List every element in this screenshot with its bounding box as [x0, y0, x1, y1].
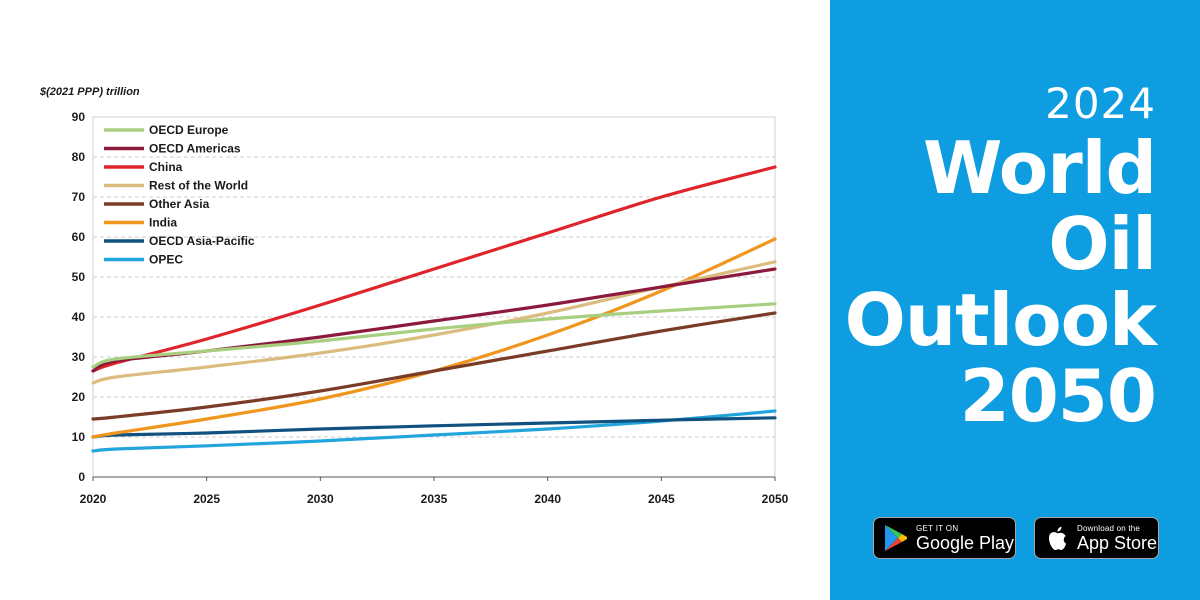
promo-year: 2024	[1045, 79, 1156, 128]
y-tick-label: 90	[72, 110, 86, 124]
chart-area: $(2021 PPP) trillion 0 10 20 30 40 50 60 70 80 90…	[39, 86, 789, 506]
x-tick-label: 2045	[648, 492, 675, 506]
legend-label-oecd-asia-pacific: OECD Asia-Pacific	[149, 234, 255, 248]
series-line-india	[91, 237, 777, 439]
x-tick-label: 2050	[762, 492, 789, 506]
x-tick-label: 2025	[193, 492, 220, 506]
promo-title-line3: Outlook	[844, 278, 1157, 362]
y-tick-label: 60	[72, 230, 86, 244]
series-lines	[91, 165, 777, 453]
y-tick-label: 70	[72, 190, 86, 204]
legend-label-rest-of-the-world: Rest of the World	[149, 179, 248, 193]
apple-icon	[1049, 526, 1066, 550]
x-tick-label: 2020	[80, 492, 107, 506]
app-store-small-text: Download on the	[1077, 523, 1141, 533]
x-tick-label: 2035	[421, 492, 448, 506]
legend-label-india: India	[149, 216, 177, 230]
promo-title-line4: 2050	[959, 354, 1157, 438]
series-line-oecd-americas	[91, 267, 777, 373]
y-tick-label: 30	[72, 350, 86, 364]
y-unit-label: $(2021 PPP) trillion	[39, 86, 140, 98]
legend-label-oecd-americas: OECD Americas	[149, 142, 241, 156]
google-play-icon	[885, 525, 907, 551]
google-play-big-text: Google Play	[916, 532, 1015, 553]
legend-label-oecd-europe: OECD Europe	[149, 123, 229, 137]
series-line-oecd-europe	[91, 302, 777, 369]
y-tick-label: 20	[72, 390, 86, 404]
y-tick-label: 40	[72, 310, 86, 324]
promo-title-line2: Oil	[1048, 202, 1157, 286]
line-chart: $(2021 PPP) trillion 0102030405060708090…	[39, 86, 789, 506]
x-tick-label: 2040	[534, 492, 561, 506]
legend-label-other-asia: Other Asia	[149, 197, 210, 211]
legend-label-china: China	[149, 160, 183, 174]
promo-title-line1: World	[922, 126, 1157, 210]
y-tick-label: 0	[78, 470, 85, 484]
series-line-opec	[91, 409, 777, 453]
series-line-other-asia	[91, 311, 777, 421]
x-tick-label: 2030	[307, 492, 334, 506]
legend: OECD Europe OECD Americas China Rest of the…	[104, 123, 255, 267]
y-tick-label: 50	[72, 270, 86, 284]
y-tick-label: 80	[72, 150, 86, 164]
app-store-big-text: App Store	[1077, 532, 1158, 553]
y-tick-label: 10	[72, 430, 86, 444]
promo-panel: 2024 World Oil Outlook 2050	[830, 0, 1200, 600]
promo-title: 2024 World Oil Outlook 2050	[836, 78, 1157, 438]
plot-frame	[92, 116, 776, 478]
legend-label-opec: OPEC	[149, 253, 183, 267]
google-play-small-text: GET IT ON	[916, 523, 959, 533]
google-play-badge[interactable]: GET IT ON Google Play	[873, 517, 1016, 559]
app-store-badge[interactable]: Download on the App Store	[1034, 517, 1159, 559]
series-line-oecd-asia-pacific	[91, 416, 777, 439]
